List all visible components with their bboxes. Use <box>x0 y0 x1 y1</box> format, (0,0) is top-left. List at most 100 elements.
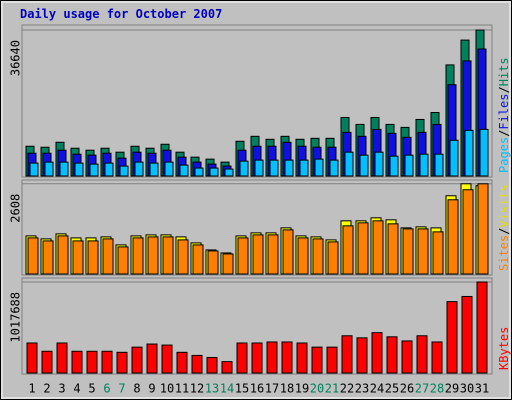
x-tick-label: 6 <box>103 382 110 396</box>
bar <box>479 128 489 177</box>
bar <box>224 168 234 177</box>
bar <box>342 225 354 275</box>
bar <box>236 342 248 374</box>
x-tick-label: 3 <box>58 382 65 396</box>
bar <box>326 346 338 374</box>
bar <box>267 234 279 275</box>
legend-entry: Pages <box>497 137 511 173</box>
bar <box>344 151 354 177</box>
legend: KBytes <box>497 327 511 370</box>
x-tick-label: 21 <box>325 382 339 396</box>
bar <box>222 253 234 275</box>
x-tick-label: 31 <box>475 382 489 396</box>
bar <box>237 237 249 275</box>
bar <box>447 199 459 275</box>
legend-separator: / <box>497 86 511 93</box>
bar <box>371 332 383 374</box>
bar <box>132 237 144 275</box>
bar <box>282 229 294 275</box>
x-tick-label: 24 <box>370 382 384 396</box>
bar <box>251 342 263 374</box>
bar <box>461 295 473 374</box>
x-tick-label: 23 <box>355 382 369 396</box>
bar <box>386 336 398 374</box>
bar <box>434 153 444 177</box>
legend-entry: Visits <box>497 184 511 227</box>
bar <box>359 154 369 177</box>
bar <box>357 222 369 275</box>
bar <box>44 161 54 177</box>
bar <box>389 155 399 177</box>
x-tick-label: 12 <box>190 382 204 396</box>
bar <box>104 162 114 177</box>
bar <box>86 350 98 374</box>
bar <box>311 346 323 374</box>
bar <box>419 153 429 177</box>
bar <box>162 236 174 275</box>
bar <box>26 342 38 374</box>
legend-entry: Hits <box>497 57 511 86</box>
bar <box>42 240 54 275</box>
x-tick-label: 16 <box>250 382 264 396</box>
x-tick-label: 11 <box>175 382 189 396</box>
x-tick-label: 25 <box>385 382 399 396</box>
bar <box>191 354 203 374</box>
x-tick-label: 27 <box>415 382 429 396</box>
bar <box>449 139 459 177</box>
bar <box>41 350 53 374</box>
x-tick-label: 2 <box>43 382 50 396</box>
bar <box>119 165 129 177</box>
chart-title: Daily usage for October 2007 <box>20 7 222 21</box>
legend: Sites/Visits <box>497 184 511 271</box>
x-tick-label: 13 <box>205 382 219 396</box>
x-tick-label: 18 <box>280 382 294 396</box>
x-tick-label: 19 <box>295 382 309 396</box>
x-tick-label: 7 <box>118 382 125 396</box>
bar <box>57 235 69 275</box>
bar <box>252 234 264 275</box>
x-tick-label: 22 <box>340 382 354 396</box>
bar <box>131 346 143 374</box>
bar <box>464 129 474 177</box>
bar <box>146 343 158 374</box>
bar <box>74 162 84 177</box>
bar <box>149 162 159 177</box>
bar <box>281 341 293 374</box>
bar <box>477 183 489 275</box>
bar <box>179 164 189 177</box>
bar <box>462 189 474 275</box>
bar <box>372 220 384 275</box>
bar <box>102 238 114 275</box>
bar <box>266 341 278 374</box>
y-tick-label: 36640 <box>9 40 23 76</box>
x-tick-label: 15 <box>235 382 249 396</box>
bar <box>59 161 69 177</box>
y-tick-label: 1017688 <box>9 292 23 343</box>
bar <box>177 239 189 275</box>
bar <box>209 167 219 177</box>
bar <box>71 350 83 374</box>
bar <box>254 159 264 177</box>
bar <box>446 301 458 374</box>
x-tick-label: 17 <box>265 382 279 396</box>
bar <box>72 240 84 275</box>
bar <box>101 350 113 374</box>
bar <box>164 161 174 177</box>
bar <box>194 167 204 177</box>
bar <box>476 281 488 374</box>
bar <box>161 344 173 374</box>
bar <box>297 237 309 275</box>
bar <box>89 163 99 177</box>
bar <box>402 228 414 275</box>
x-tick-label: 20 <box>310 382 324 396</box>
bar <box>314 158 324 177</box>
legend-separator: / <box>497 228 511 235</box>
x-tick-label: 8 <box>133 382 140 396</box>
x-tick-label: 10 <box>160 382 174 396</box>
bar <box>356 337 368 374</box>
x-tick-label: 29 <box>445 382 459 396</box>
bar <box>312 238 324 275</box>
bar <box>341 335 353 374</box>
legend-entry: Files <box>497 94 511 130</box>
